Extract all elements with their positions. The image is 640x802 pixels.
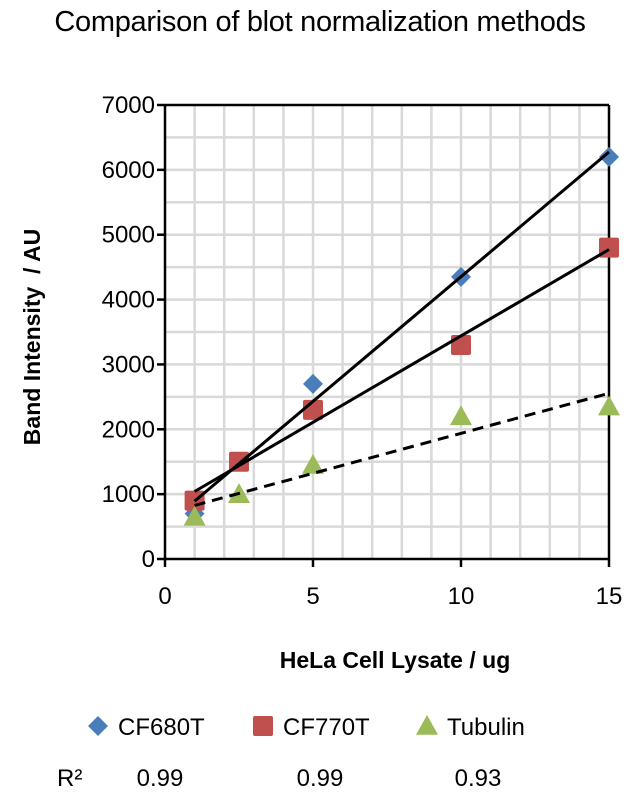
- x-tick-label: 5: [306, 583, 319, 610]
- y-tick-label: 0: [142, 546, 155, 573]
- x-axis-label: HeLa Cell Lysate / ug: [280, 647, 511, 673]
- y-tick-label: 5000: [102, 222, 155, 249]
- x-tick-label: 15: [596, 583, 623, 610]
- r-squared-value: 0.99: [137, 765, 184, 792]
- legend-marker-tubulin: [416, 715, 438, 735]
- x-tick-label: 10: [448, 583, 475, 610]
- data-point-tubulin: [450, 405, 472, 426]
- legend-marker-cf680t: [88, 716, 108, 736]
- y-tick-label: 6000: [102, 157, 155, 184]
- y-tick-label: 3000: [102, 351, 155, 378]
- y-tick-label: 1000: [102, 481, 155, 508]
- data-point-cf680t: [303, 373, 323, 394]
- legend-label-cf680t: CF680T: [118, 714, 205, 741]
- data-point-tubulin: [183, 505, 206, 526]
- legend-label-cf770t: CF770T: [283, 714, 370, 741]
- data-point-tubulin: [302, 453, 324, 474]
- data-point-tubulin: [598, 395, 620, 416]
- legend-label-tubulin: Tubulin: [447, 714, 525, 741]
- y-tick-label: 4000: [102, 287, 155, 314]
- y-tick-label: 2000: [102, 416, 155, 443]
- x-tick-label: 0: [158, 583, 171, 610]
- r-squared-value: 0.99: [297, 765, 344, 792]
- y-tick-label: 7000: [102, 92, 155, 119]
- trendline-cf680t: [193, 150, 610, 503]
- data-point-cf770t: [451, 334, 471, 355]
- r-squared-value: 0.93: [455, 765, 502, 792]
- legend-marker-cf770t: [253, 716, 273, 736]
- y-axis-label: Band Intensity / AU: [19, 229, 45, 445]
- trendline-cf770t: [193, 248, 610, 493]
- data-point-cf680t: [599, 146, 619, 167]
- chart-title: Comparison of blot normalization methods: [54, 6, 586, 38]
- r-squared-label: R²: [57, 765, 82, 792]
